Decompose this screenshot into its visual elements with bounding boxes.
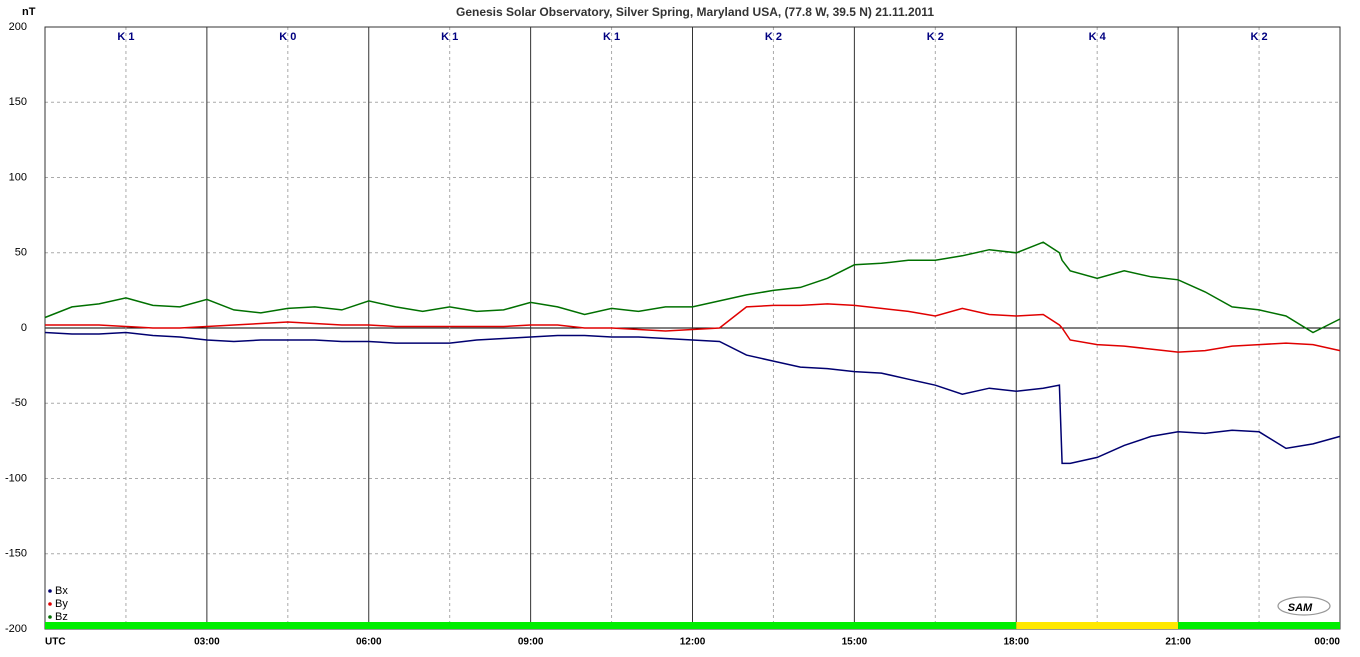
legend-marker [48, 602, 52, 606]
y-tick-label: 150 [9, 96, 27, 108]
y-axis-label: nT [22, 6, 36, 18]
k-index: K 1 [603, 31, 620, 43]
legend-label: Bz [55, 611, 68, 623]
x-tick-label: 00:00 [1314, 637, 1340, 648]
series-line [44, 331, 1341, 465]
y-tick-label: 0 [21, 322, 27, 334]
k-index: K 1 [441, 31, 458, 43]
k-index: K 0 [279, 31, 296, 43]
legend-marker [48, 589, 52, 593]
series-line [45, 303, 1341, 353]
legend-label: Bx [55, 585, 68, 597]
y-tick-label: -200 [5, 623, 27, 635]
k-index: K 2 [765, 31, 782, 43]
activity-bar [45, 622, 1017, 629]
y-tick-label: -100 [5, 472, 27, 484]
x-tick-label: 06:00 [356, 637, 382, 648]
k-index: K 2 [927, 31, 944, 43]
logo: SAM [1288, 602, 1313, 614]
k-index: K 4 [1089, 31, 1107, 43]
y-tick-label: -50 [11, 397, 27, 409]
legend-marker [48, 615, 52, 619]
y-tick-label: 50 [15, 247, 27, 259]
x-tick-label: 15:00 [842, 637, 868, 648]
x-tick-label: 21:00 [1165, 637, 1191, 648]
x-tick-label: UTC [45, 637, 66, 648]
activity-bar [1178, 622, 1340, 629]
x-tick-label: 18:00 [1003, 637, 1029, 648]
legend-label: By [55, 598, 68, 610]
x-tick-label: 12:00 [680, 637, 706, 648]
y-tick-label: 100 [9, 171, 27, 183]
k-index: K 2 [1251, 31, 1268, 43]
x-tick-label: 09:00 [518, 637, 544, 648]
y-tick-label: -150 [5, 548, 27, 560]
chart-title: Genesis Solar Observatory, Silver Spring… [456, 5, 934, 19]
series-line [44, 241, 1341, 334]
x-tick-label: 03:00 [194, 637, 220, 648]
activity-bar [1016, 622, 1179, 629]
y-tick-label: 200 [9, 21, 27, 33]
k-index: K 1 [117, 31, 134, 43]
logo-swoosh [1277, 596, 1331, 616]
